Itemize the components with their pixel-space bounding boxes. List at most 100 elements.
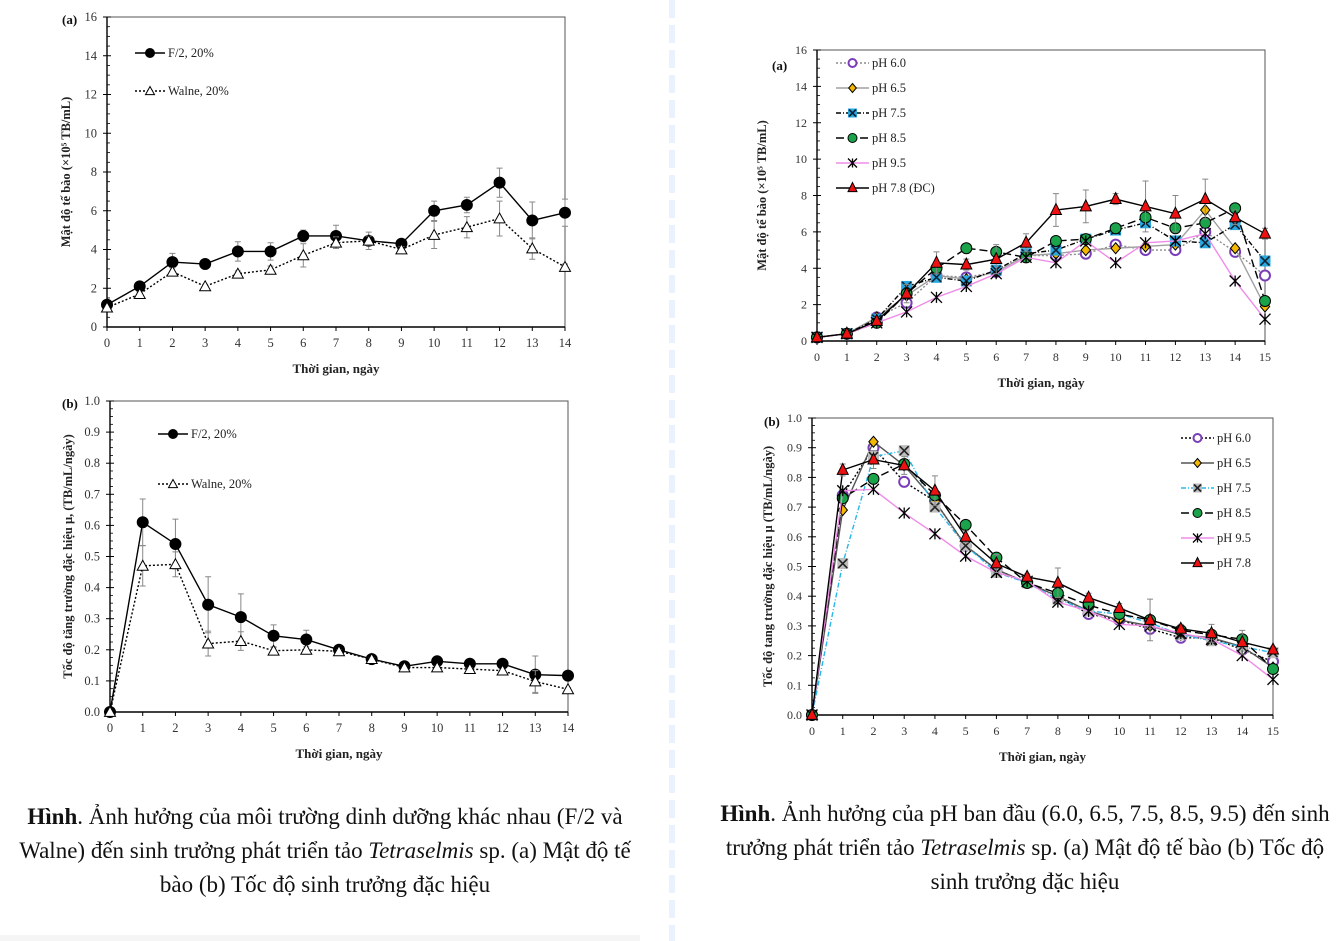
x-tick-label: 13 bbox=[529, 721, 542, 735]
y-tick-label: 8 bbox=[801, 189, 807, 203]
caption-text: sp. (a) Mật độ tế bào (b) Tốc độ sinh tr… bbox=[159, 838, 631, 897]
series-line bbox=[811, 458, 1274, 716]
x-tick-label: 9 bbox=[401, 721, 407, 735]
x-tick-label: 12 bbox=[1169, 350, 1181, 364]
data-point bbox=[496, 664, 509, 676]
data-point bbox=[867, 472, 880, 485]
x-tick-label: 14 bbox=[559, 336, 572, 350]
legend-item: F/2, 20% bbox=[158, 427, 237, 441]
y-tick-label: 0 bbox=[91, 320, 97, 334]
x-tick-label: 6 bbox=[300, 336, 306, 350]
y-tick-label: 6 bbox=[91, 204, 97, 218]
data-point bbox=[1049, 256, 1062, 269]
y-tick-label: 0.4 bbox=[84, 581, 100, 595]
data-point bbox=[231, 245, 244, 258]
panel-label: (a) bbox=[772, 58, 787, 73]
panel-label: (b) bbox=[62, 396, 78, 411]
data-point bbox=[167, 478, 179, 489]
x-tick-label: 2 bbox=[169, 336, 175, 350]
data-point bbox=[528, 674, 542, 687]
x-tick-label: 11 bbox=[1140, 350, 1152, 364]
data-point bbox=[1051, 575, 1065, 588]
data-point bbox=[1193, 457, 1202, 469]
data-point bbox=[166, 265, 179, 277]
data-point bbox=[930, 271, 942, 283]
y-tick-label: 0.7 bbox=[787, 500, 802, 514]
y-tick-label: 1.0 bbox=[787, 411, 802, 425]
x-tick-label: 7 bbox=[1023, 350, 1029, 364]
y-tick-label: 0.7 bbox=[84, 487, 100, 501]
data-point bbox=[133, 287, 147, 299]
x-tick-label: 14 bbox=[1236, 724, 1248, 738]
data-point bbox=[1169, 235, 1182, 247]
caption-text: sp. (a) Mật độ tế bào (b) Tốc độ sinh tr… bbox=[930, 835, 1325, 894]
data-point bbox=[1198, 191, 1212, 205]
data-point bbox=[1109, 222, 1122, 235]
x-tick-label: 3 bbox=[202, 336, 208, 350]
series-walne-20- bbox=[103, 545, 575, 717]
data-point bbox=[234, 611, 247, 624]
x-tick-label: 1 bbox=[140, 721, 146, 735]
data-point bbox=[960, 242, 973, 255]
data-point bbox=[332, 644, 346, 657]
data-point bbox=[103, 705, 117, 717]
legend-item: pH 7.5 bbox=[1181, 481, 1251, 495]
x-axis-label: Thời gian, ngày bbox=[292, 361, 380, 376]
x-tick-label: 7 bbox=[333, 336, 339, 350]
data-point bbox=[198, 279, 212, 292]
column-divider bbox=[669, 0, 675, 941]
x-tick-label: 4 bbox=[238, 721, 245, 735]
x-tick-label: 13 bbox=[1206, 724, 1218, 738]
y-tick-label: 4 bbox=[801, 261, 807, 275]
legend-label: Walne, 20% bbox=[191, 477, 252, 491]
data-point bbox=[1082, 605, 1095, 618]
data-point bbox=[989, 251, 1003, 265]
data-point bbox=[805, 707, 819, 720]
x-axis-label: Thời gian, ngày bbox=[999, 749, 1087, 764]
caption-label: Hình bbox=[27, 804, 78, 829]
x-tick-label: 8 bbox=[366, 336, 372, 350]
x-tick-label: 8 bbox=[1055, 724, 1061, 738]
y-tick-label: 0.5 bbox=[84, 550, 100, 564]
data-point bbox=[848, 82, 857, 94]
y-tick-label: 16 bbox=[795, 43, 807, 57]
bottom-strip bbox=[0, 935, 640, 941]
data-point bbox=[929, 501, 941, 513]
data-point bbox=[264, 245, 277, 258]
y-tick-label: 6 bbox=[801, 225, 807, 239]
legend-label: pH 9.5 bbox=[1217, 531, 1251, 545]
data-point bbox=[526, 214, 539, 227]
data-point bbox=[847, 158, 858, 168]
data-point bbox=[1109, 256, 1122, 269]
x-tick-label: 3 bbox=[904, 350, 910, 364]
data-point bbox=[1109, 191, 1122, 205]
legend-label: pH 7.8 (ĐC) bbox=[872, 181, 935, 195]
series-ph-7-8 bbox=[805, 450, 1280, 720]
data-point bbox=[562, 669, 574, 682]
data-point bbox=[847, 133, 858, 143]
data-point bbox=[897, 457, 911, 471]
species-name: Tetraselmis bbox=[920, 835, 1026, 860]
y-tick-label: 16 bbox=[85, 10, 98, 24]
y-axis-label: Mật độ tế bào (×10⁵ TB/mL) bbox=[59, 97, 73, 248]
data-point bbox=[1050, 244, 1062, 256]
legend-label: pH 8.5 bbox=[1217, 506, 1251, 520]
x-tick-label: 5 bbox=[963, 350, 969, 364]
legend-item: Walne, 20% bbox=[135, 84, 229, 98]
x-tick-label: 1 bbox=[844, 350, 850, 364]
x-tick-label: 12 bbox=[493, 336, 506, 350]
x-tick-label: 13 bbox=[1199, 350, 1211, 364]
series-f-2-20- bbox=[101, 167, 571, 311]
data-point bbox=[1205, 625, 1218, 639]
data-point bbox=[1259, 294, 1271, 307]
legend-item: pH 6.0 bbox=[836, 56, 906, 70]
legend-label: pH 6.5 bbox=[1217, 456, 1251, 470]
data-point bbox=[169, 538, 182, 551]
plot-frame bbox=[816, 49, 1266, 342]
figure-caption-left: Hình. Ảnh hưởng của môi trường dinh dưỡn… bbox=[10, 800, 640, 902]
data-point bbox=[493, 176, 506, 189]
series-line bbox=[816, 198, 1266, 339]
y-tick-label: 0.8 bbox=[84, 456, 100, 470]
